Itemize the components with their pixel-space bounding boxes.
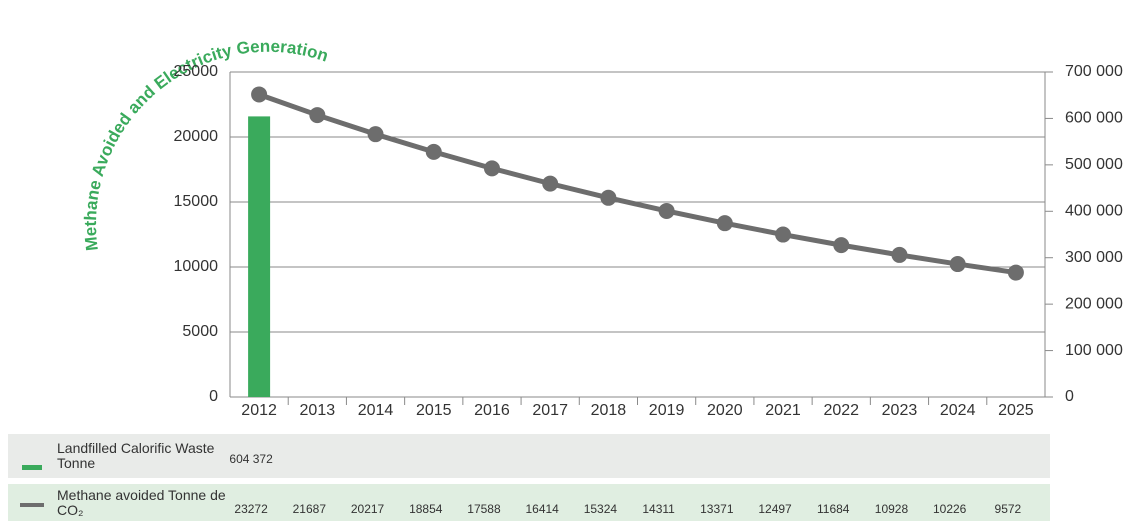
table-cell: 21687 — [293, 502, 327, 516]
table-cell: 10226 — [933, 502, 967, 516]
y-tick-label: 20000 — [174, 128, 219, 145]
x-tick-label: 2012 — [241, 402, 277, 419]
table-cell: 16414 — [525, 502, 559, 516]
point — [775, 226, 792, 243]
table-cell: 23272 — [234, 502, 268, 516]
table-cell: 13371 — [700, 502, 734, 516]
x-tick-label: 2018 — [591, 402, 627, 419]
x-tick-label: 2017 — [532, 402, 568, 419]
point — [891, 246, 908, 263]
legend-swatch — [22, 465, 42, 470]
table-cell: 17588 — [467, 502, 501, 516]
point — [600, 189, 617, 206]
y-tick-label: 0 — [209, 388, 218, 405]
point — [367, 126, 384, 143]
y-tick-label: 15000 — [174, 193, 219, 210]
point — [483, 160, 500, 177]
x-tick-label: 2021 — [765, 402, 801, 419]
table-cell: 18854 — [409, 502, 443, 516]
y2-tick-label: 100 000 — [1065, 342, 1123, 359]
point — [1007, 264, 1024, 281]
point — [542, 175, 559, 192]
y2-tick-label: 700 000 — [1065, 63, 1123, 80]
point — [425, 143, 442, 160]
table-cell: 9572 — [995, 502, 1022, 516]
y2-tick-label: 600 000 — [1065, 110, 1123, 127]
legend-label: Landfilled Calorific Waste Tonne — [57, 440, 215, 471]
y2-tick-label: 400 000 — [1065, 203, 1123, 220]
x-tick-label: 2020 — [707, 402, 743, 419]
table-cell: 15324 — [584, 502, 618, 516]
point — [833, 237, 850, 254]
y2-tick-label: 0 — [1065, 388, 1074, 405]
y-tick-label: 5000 — [182, 323, 218, 340]
point — [658, 202, 675, 219]
x-tick-label: 2022 — [823, 402, 859, 419]
table-cell: 12497 — [758, 502, 792, 516]
bar — [248, 116, 271, 397]
legend-label: Methane avoided Tonne de CO₂ — [57, 487, 226, 518]
x-tick-label: 2015 — [416, 402, 452, 419]
y2-tick-label: 500 000 — [1065, 156, 1123, 173]
x-tick-label: 2024 — [940, 402, 976, 419]
y2-tick-label: 200 000 — [1065, 295, 1123, 312]
point — [716, 215, 733, 232]
table-cell: 11684 — [817, 502, 850, 516]
x-tick-label: 2014 — [358, 402, 394, 419]
x-tick-label: 2013 — [300, 402, 336, 419]
table-cell: 10928 — [875, 502, 909, 516]
point — [251, 86, 268, 103]
y-tick-label: 25000 — [174, 63, 219, 80]
x-tick-label: 2016 — [474, 402, 510, 419]
x-tick-label: 2025 — [998, 402, 1034, 419]
table-cell: 14311 — [642, 502, 675, 516]
x-tick-label: 2019 — [649, 402, 685, 419]
y2-tick-label: 300 000 — [1065, 249, 1123, 266]
table-row-bg — [8, 484, 1050, 521]
table-cell: 604 372 — [229, 452, 273, 466]
table-row-bg — [8, 434, 1050, 478]
y-tick-label: 10000 — [174, 258, 219, 275]
line — [258, 92, 1017, 276]
x-tick-label: 2023 — [882, 402, 918, 419]
table-cell: 20217 — [351, 502, 385, 516]
point — [949, 256, 966, 273]
point — [309, 107, 326, 124]
